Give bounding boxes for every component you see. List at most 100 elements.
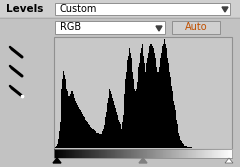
Text: Custom: Custom <box>60 4 97 14</box>
Bar <box>54 149 55 158</box>
Bar <box>114 149 116 158</box>
Bar <box>153 48 154 148</box>
Bar <box>188 147 189 148</box>
Bar <box>55 147 56 148</box>
Polygon shape <box>225 158 233 163</box>
Bar <box>68 149 70 158</box>
Text: Levels: Levels <box>6 4 43 14</box>
Bar <box>207 149 209 158</box>
Bar <box>177 129 178 148</box>
Bar <box>58 142 59 148</box>
Bar <box>145 72 146 148</box>
Bar <box>193 149 194 158</box>
Bar <box>95 131 96 148</box>
FancyBboxPatch shape <box>172 21 220 34</box>
Bar <box>143 149 144 158</box>
Bar <box>92 129 93 148</box>
Bar <box>106 149 107 158</box>
Bar <box>125 149 126 158</box>
Bar <box>89 149 90 158</box>
Bar <box>112 149 113 158</box>
Bar <box>60 122 61 148</box>
Bar <box>124 149 126 158</box>
Bar <box>220 149 222 158</box>
Bar <box>230 149 232 158</box>
Bar <box>103 149 104 158</box>
Bar <box>182 149 184 158</box>
Bar <box>185 146 186 148</box>
Bar <box>133 149 135 158</box>
Bar <box>101 149 102 158</box>
Bar <box>206 149 208 158</box>
Bar <box>65 79 66 148</box>
Bar <box>179 136 180 148</box>
Bar <box>154 53 155 148</box>
Bar <box>187 149 188 158</box>
Bar <box>83 149 85 158</box>
Text: Auto: Auto <box>185 23 207 33</box>
FancyBboxPatch shape <box>55 3 230 15</box>
Bar <box>115 108 116 148</box>
Bar <box>58 149 59 158</box>
Bar <box>136 89 137 148</box>
Bar <box>132 149 134 158</box>
Bar <box>161 53 162 148</box>
Bar <box>204 149 206 158</box>
Bar <box>211 149 212 158</box>
Bar <box>138 149 140 158</box>
Polygon shape <box>222 7 228 12</box>
Bar <box>155 58 156 148</box>
Bar <box>62 149 63 158</box>
Bar <box>84 149 86 158</box>
Bar <box>131 58 132 148</box>
Bar <box>63 71 64 148</box>
Bar <box>228 149 230 158</box>
Bar <box>168 149 169 158</box>
Bar <box>136 149 137 158</box>
Bar <box>222 149 224 158</box>
Bar <box>93 149 95 158</box>
Bar <box>172 91 173 148</box>
Bar <box>146 63 147 148</box>
Bar <box>111 149 112 158</box>
Bar <box>100 135 101 148</box>
Bar <box>142 149 144 158</box>
Bar <box>122 127 123 148</box>
Bar <box>159 149 160 158</box>
Bar <box>119 149 120 158</box>
Bar <box>174 149 175 158</box>
Bar <box>216 149 217 158</box>
Bar <box>162 149 164 158</box>
Bar <box>205 149 207 158</box>
Bar <box>130 149 131 158</box>
Bar <box>166 149 168 158</box>
Bar <box>210 149 211 158</box>
Bar <box>92 149 94 158</box>
Bar <box>177 124 178 148</box>
Bar <box>212 149 214 158</box>
Bar <box>184 146 185 148</box>
Bar <box>91 149 93 158</box>
Bar <box>57 144 58 148</box>
Bar <box>67 94 68 148</box>
Bar <box>153 51 154 148</box>
Bar <box>113 149 114 158</box>
Bar <box>67 149 69 158</box>
Bar <box>90 149 92 158</box>
Bar <box>107 149 108 158</box>
Bar <box>78 108 79 148</box>
Bar <box>104 122 105 148</box>
Bar <box>120 127 121 148</box>
Bar <box>163 149 165 158</box>
Bar <box>95 149 96 158</box>
Bar <box>69 149 71 158</box>
Bar <box>139 149 141 158</box>
Bar <box>115 149 117 158</box>
Bar <box>128 149 129 158</box>
Bar <box>81 112 82 148</box>
Bar <box>103 129 104 148</box>
Bar <box>105 149 106 158</box>
Bar <box>160 58 161 148</box>
Bar <box>129 149 130 158</box>
Bar <box>190 147 191 148</box>
